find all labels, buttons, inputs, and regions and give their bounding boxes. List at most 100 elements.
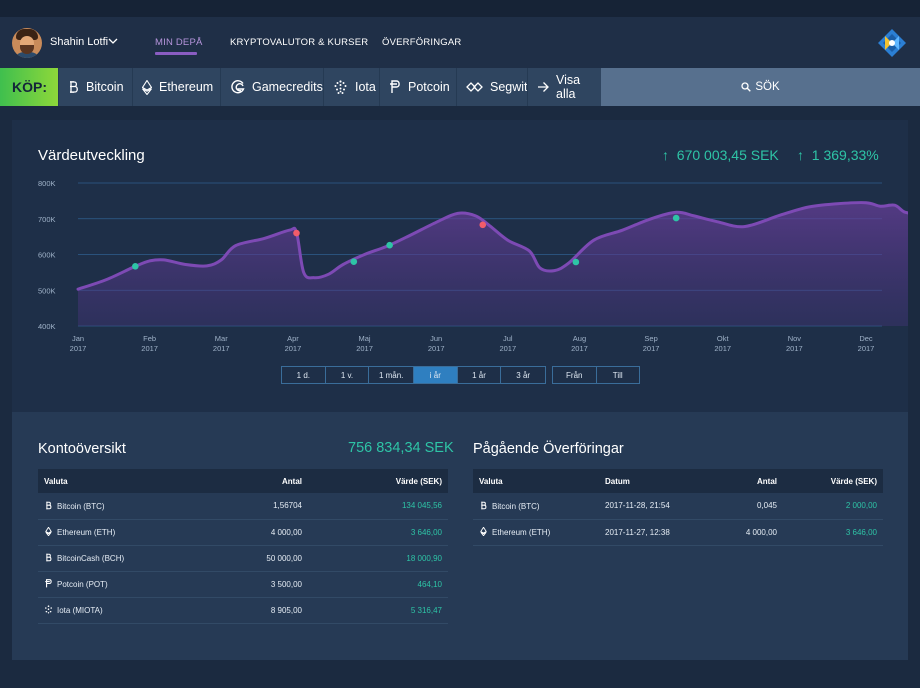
value-chart-panel: Värdeutveckling ↑ 670 003,45 SEK ↑ 1 369… [12,120,908,412]
bitcoin-icon [70,81,78,93]
table-row[interactable]: Ethereum (ETH) 2017-11-27, 12:38 4 000,0… [473,519,883,546]
search-button[interactable]: SÖK [601,68,920,106]
currency-name: Bitcoin (BTC) [492,501,540,511]
currency-cell: Potcoin (POT) [38,571,198,598]
x-tick-label: Jan [72,334,84,343]
col-header-value: Värde (SEK) [783,469,883,493]
currency-cell: Ethereum (ETH) [38,519,198,546]
x-tick-label: Jul [503,334,513,343]
x-tick-label: 2017 [70,344,87,353]
value-cell: 3 646,00 [783,519,883,546]
chart-point-marker[interactable] [386,241,393,249]
range-ytd[interactable]: i år [414,367,458,383]
chart-point-marker[interactable] [350,258,358,265]
arrow-right-icon [538,82,549,92]
avatar[interactable] [12,28,42,58]
percent-change-stat: ↑ 1 369,33% [797,147,879,163]
arrow-up-icon: ↑ [797,147,812,163]
amount-cell: 3 500,00 [198,571,308,598]
potcoin-icon [45,579,52,588]
account-overview-title: Kontoöversikt [38,441,126,457]
currency-cell: Bitcoin (BTC) [38,493,198,520]
ethereum-icon [142,79,152,95]
x-tick-label: Mar [215,334,228,343]
range-1w[interactable]: 1 v. [326,367,370,383]
table-row[interactable]: Bitcoin (BTC) 2017-11-28, 21:54 0,045 2 … [473,493,883,520]
bitcoin-icon [46,501,52,510]
x-tick-label: Okt [717,334,730,343]
currency-cell: Ethereum (ETH) [473,519,599,546]
username[interactable]: Shahin Lotfi [50,36,109,48]
account-total: 756 834,34 SEK [348,440,454,456]
buy-bitcoin-button[interactable]: Bitcoin [58,68,132,106]
top-strip [0,0,920,17]
active-nav-indicator [155,52,197,55]
x-tick-label: Jun [430,334,442,343]
date-cell: 2017-11-27, 12:38 [599,519,717,546]
nav-link-overforingar[interactable]: ÖVERFÖRINGAR [382,37,462,48]
nav-link-min-depa[interactable]: MIN DEPÅ [155,37,203,48]
value-cell: 464,10 [308,571,448,598]
chart-point-marker[interactable] [672,214,680,222]
amount-cell: 8 905,00 [198,597,308,624]
coin-label-segwit: Segwit [490,80,528,94]
x-tick-label: Feb [143,334,156,343]
arrow-up-icon: ↑ [662,147,677,163]
currency-name: Iota (MIOTA) [57,606,103,615]
value-cell: 134 045,56 [308,493,448,520]
buy-iota-button[interactable]: Iota [323,68,379,106]
x-tick-label: Apr [287,334,299,343]
buy-bar: KÖP: Bitcoin Ethereum Gamecredits Iota P… [0,68,920,106]
coin-label-gamecredits: Gamecredits [252,80,323,94]
buy-label: KÖP: [0,68,58,106]
time-range-selector: 1 d. 1 v. 1 mån. i år 1 år 3 år [281,366,546,384]
x-tick-label: 2017 [643,344,660,353]
x-tick-label: 2017 [285,344,302,353]
chart-point-marker[interactable] [293,229,300,237]
chart-point-marker[interactable] [572,258,580,266]
x-tick-label: 2017 [714,344,731,353]
buy-potcoin-button[interactable]: Potcoin [379,68,456,106]
amount-cell: 50 000,00 [198,545,308,572]
range-1d[interactable]: 1 d. [282,367,326,383]
y-tick-label: 800K [38,179,56,188]
value-change-stat: ↑ 670 003,45 SEK [662,147,779,163]
x-tick-label: Nov [788,334,802,343]
table-row[interactable]: Ethereum (ETH) 4 000,00 3 646,00 [38,519,448,546]
x-tick-label: Sep [644,334,657,343]
transfers-table: Valuta Datum Antal Värde (SEK) Bitcoin (… [473,469,883,546]
date-from-button[interactable]: Från [553,367,597,383]
nav-link-kryptovalutor[interactable]: KRYPTOVALUTOR & KURSER [230,37,369,48]
table-row[interactable]: Iota (MIOTA) 8 905,00 5 316,47 [38,597,448,624]
table-row[interactable]: Potcoin (POT) 3 500,00 464,10 [38,571,448,598]
coin-label-show-all: Visa alla [556,73,581,101]
buy-gamecredits-button[interactable]: Gamecredits [220,68,323,106]
amount-cell: 0,045 [717,493,783,520]
date-to-button[interactable]: Till [612,370,623,380]
range-1y[interactable]: 1 år [458,367,502,383]
range-3y[interactable]: 3 år [516,370,531,380]
chevron-down-icon[interactable] [107,35,119,47]
chart-point-marker[interactable] [132,262,139,270]
iota-icon [334,79,347,94]
x-tick-label: 2017 [141,344,158,353]
amount-cell: 1,56704 [198,493,308,520]
currency-cell: Bitcoin (BTC) [473,493,599,520]
show-all-button[interactable]: Visa alla [527,68,601,106]
coin-label-potcoin: Potcoin [408,80,450,94]
value-cell: 2 000,00 [783,493,883,520]
chart-point-marker[interactable] [479,221,487,229]
currency-name: Potcoin (POT) [57,580,108,589]
table-row[interactable]: Bitcoin (BTC) 1,56704 134 045,56 [38,493,448,520]
brand-logo-icon[interactable] [876,27,908,59]
range-1m[interactable]: 1 mån. [369,367,414,383]
ethereum-icon [480,527,487,536]
buy-segwit-button[interactable]: Segwit [456,68,528,106]
value-cell: 18 000,90 [308,545,448,572]
buy-ethereum-button[interactable]: Ethereum [132,68,220,106]
coin-label-ethereum: Ethereum [159,80,214,94]
x-tick-label: 2017 [499,344,516,353]
currency-name: Ethereum (ETH) [57,528,116,537]
table-row[interactable]: BitcoinCash (BCH) 50 000,00 18 000,90 [38,545,448,572]
chart-area-fill [78,202,908,326]
